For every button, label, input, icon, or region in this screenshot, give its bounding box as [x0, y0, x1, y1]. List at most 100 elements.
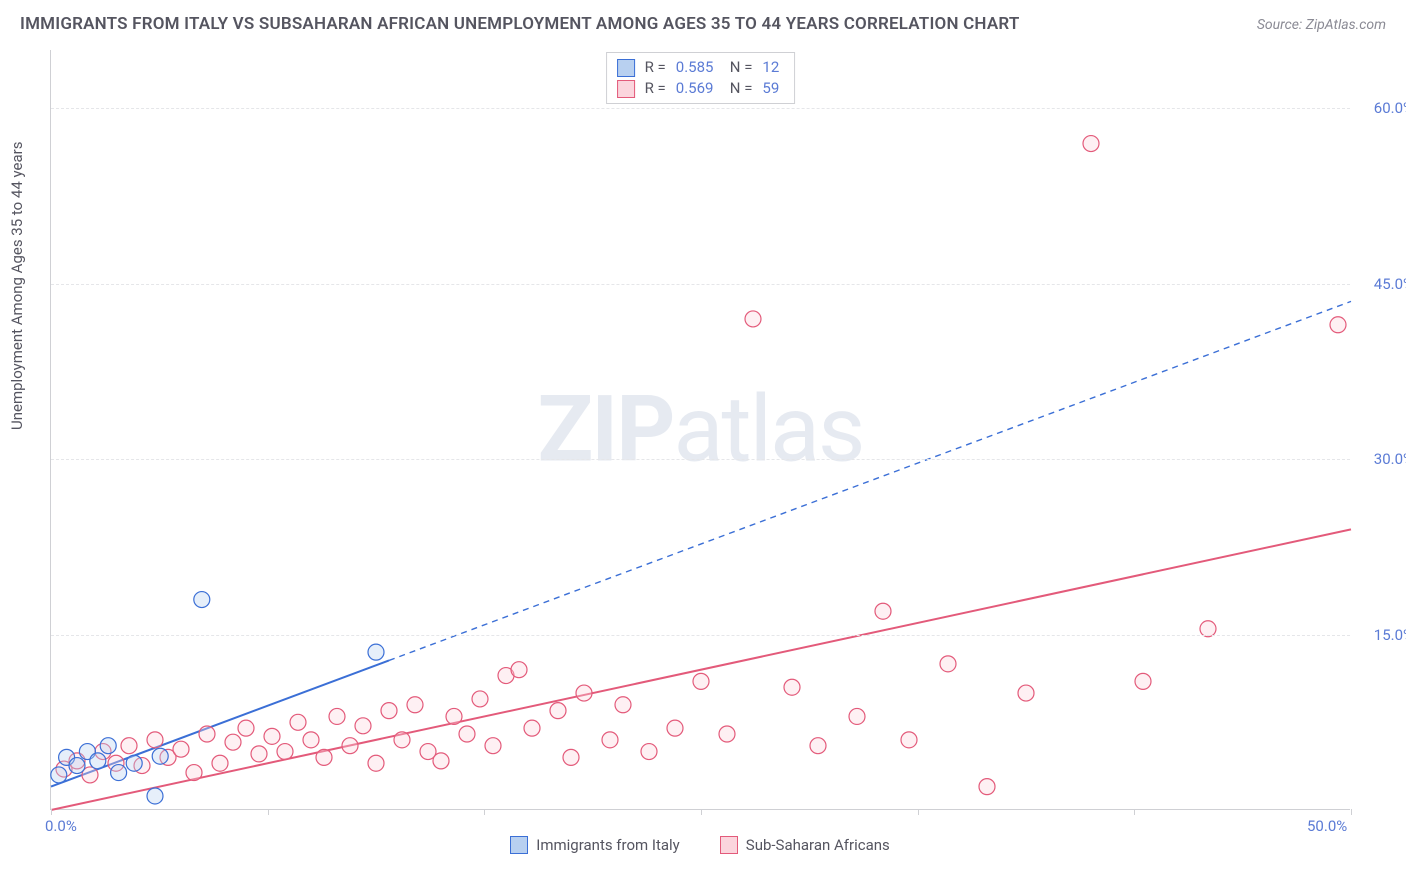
data-point [446, 708, 462, 724]
data-point [381, 703, 397, 719]
data-point [615, 697, 631, 713]
data-point [51, 767, 67, 783]
data-point [602, 732, 618, 748]
legend-swatch [617, 80, 635, 98]
trend-line [51, 529, 1351, 810]
n-label: N = [730, 78, 753, 99]
x-tick [701, 809, 702, 815]
plot-area: ZIPatlas R =0.585N =12R =0.569N =59 15.0… [50, 50, 1350, 810]
data-point [342, 738, 358, 754]
data-point [316, 749, 332, 765]
data-point [199, 726, 215, 742]
data-point [550, 703, 566, 719]
data-point [90, 753, 106, 769]
data-point [1083, 136, 1099, 152]
x-tick [918, 809, 919, 815]
chart-title: IMMIGRANTS FROM ITALY VS SUBSAHARAN AFRI… [20, 14, 1019, 34]
data-point [225, 734, 241, 750]
y-tick-label: 60.0% [1374, 99, 1406, 117]
data-point [667, 720, 683, 736]
y-tick-label: 45.0% [1374, 275, 1406, 293]
data-point [407, 697, 423, 713]
x-tick [51, 809, 52, 815]
scatter-plot-svg [51, 50, 1350, 809]
legend-label: Sub-Saharan Africans [746, 836, 890, 854]
data-point [355, 718, 371, 734]
data-point [849, 708, 865, 724]
legend-swatch [617, 59, 635, 77]
x-tick-label: 50.0% [1307, 817, 1347, 835]
data-point [277, 744, 293, 760]
data-point [126, 755, 142, 771]
data-point [186, 765, 202, 781]
data-point [264, 728, 280, 744]
data-point [459, 726, 475, 742]
data-point [303, 732, 319, 748]
x-tick [484, 809, 485, 815]
data-point [940, 656, 956, 672]
n-value: 12 [762, 57, 784, 78]
data-point [251, 746, 267, 762]
data-point [100, 738, 116, 754]
data-point [69, 758, 85, 774]
y-tick-label: 30.0% [1374, 450, 1406, 468]
r-label: R = [645, 57, 666, 78]
data-point [238, 720, 254, 736]
data-point [152, 748, 168, 764]
data-point [784, 679, 800, 695]
data-point [576, 685, 592, 701]
stat-legend-row: R = 0.585 N = 12 [617, 57, 785, 78]
data-point [563, 749, 579, 765]
data-point [194, 592, 210, 608]
data-point [511, 662, 527, 678]
gridline [51, 284, 1350, 285]
data-point [1330, 317, 1346, 333]
data-point [1018, 685, 1034, 701]
data-point [472, 691, 488, 707]
data-point [290, 714, 306, 730]
data-point [173, 741, 189, 757]
gridline [51, 108, 1350, 109]
data-point [524, 720, 540, 736]
data-point [693, 673, 709, 689]
trend-line [389, 301, 1351, 660]
gridline [51, 635, 1350, 636]
data-point [979, 779, 995, 795]
x-tick-label: 0.0% [45, 817, 77, 835]
data-point [875, 603, 891, 619]
data-point [147, 732, 163, 748]
r-value: 0.585 [676, 57, 720, 78]
x-tick [1351, 809, 1352, 815]
r-label: R = [645, 78, 666, 99]
legend-swatch [720, 836, 738, 854]
data-point [1135, 673, 1151, 689]
legend-label: Immigrants from Italy [536, 836, 680, 854]
data-point [810, 738, 826, 754]
n-label: N = [730, 57, 753, 78]
data-point [433, 753, 449, 769]
y-axis-title: Unemployment Among Ages 35 to 44 years [8, 142, 26, 430]
legend-swatch [510, 836, 528, 854]
y-tick-label: 15.0% [1374, 626, 1406, 644]
data-point [901, 732, 917, 748]
n-value: 59 [762, 78, 784, 99]
data-point [368, 644, 384, 660]
data-point [394, 732, 410, 748]
title-bar: IMMIGRANTS FROM ITALY VS SUBSAHARAN AFRI… [20, 14, 1386, 34]
data-point [368, 755, 384, 771]
legend-item: Immigrants from Italy [510, 836, 680, 854]
data-point [212, 755, 228, 771]
data-point [485, 738, 501, 754]
bottom-legend: Immigrants from Italy Sub-Saharan African… [50, 836, 1350, 854]
x-tick [268, 809, 269, 815]
data-point [641, 744, 657, 760]
legend-item: Sub-Saharan Africans [720, 836, 890, 854]
data-point [329, 708, 345, 724]
source-label: Source: ZipAtlas.com [1257, 17, 1386, 33]
data-point [147, 788, 163, 804]
data-point [121, 738, 137, 754]
gridline [51, 459, 1350, 460]
stat-legend-row: R =0.569N =59 [617, 78, 785, 99]
data-point [111, 765, 127, 781]
data-point [719, 726, 735, 742]
